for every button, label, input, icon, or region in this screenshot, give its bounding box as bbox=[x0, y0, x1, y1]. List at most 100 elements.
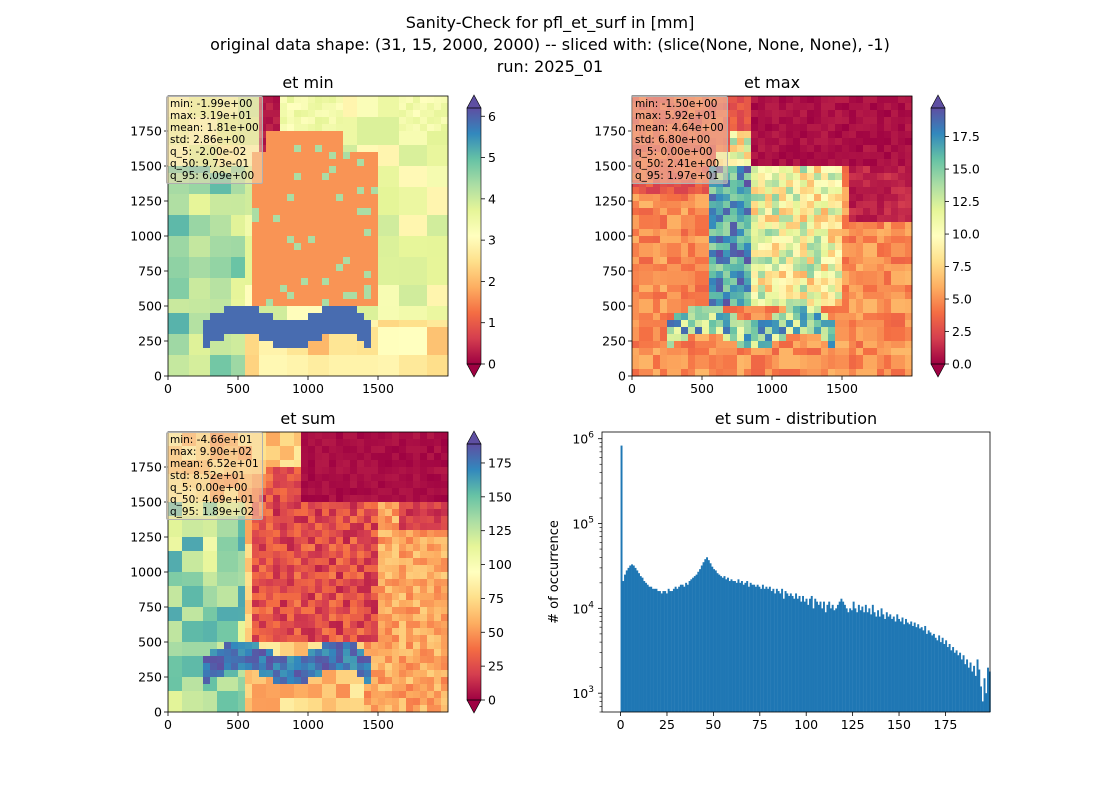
heatmap-cell bbox=[385, 152, 393, 160]
heatmap-cell bbox=[371, 187, 379, 195]
heatmap-cell bbox=[406, 474, 414, 482]
heatmap-cell bbox=[427, 453, 435, 461]
heatmap-cell bbox=[905, 313, 913, 321]
heatmap-cell bbox=[884, 334, 892, 342]
heatmap-cell bbox=[322, 131, 330, 139]
heatmap-cell bbox=[280, 614, 288, 622]
heatmap-cell bbox=[786, 334, 794, 342]
heatmap-cell bbox=[308, 103, 316, 111]
heatmap-cell bbox=[259, 194, 267, 202]
heatmap-cell bbox=[322, 656, 330, 664]
heatmap-cell bbox=[287, 607, 295, 615]
heatmap-cell bbox=[371, 572, 379, 580]
histogram-bar bbox=[624, 574, 626, 712]
heatmap-cell bbox=[392, 495, 400, 503]
heatmap-cell bbox=[210, 621, 218, 629]
heatmap-cell bbox=[273, 271, 281, 279]
heatmap-cell bbox=[210, 698, 218, 706]
heatmap-cell bbox=[905, 341, 913, 349]
heatmap-cell bbox=[427, 257, 435, 265]
heatmap-cell bbox=[441, 236, 449, 244]
heatmap-cell bbox=[224, 614, 232, 622]
heatmap-cell bbox=[238, 558, 246, 566]
heatmap-cell bbox=[406, 530, 414, 538]
heatmap-cell bbox=[406, 355, 414, 363]
heatmap-cell bbox=[898, 131, 906, 139]
heatmap-cell bbox=[772, 348, 780, 356]
heatmap-cell bbox=[898, 229, 906, 237]
heatmap-cell bbox=[378, 663, 386, 671]
colorbar-extend-max bbox=[466, 430, 482, 445]
heatmap-cell bbox=[786, 355, 794, 363]
heatmap-cell bbox=[252, 551, 260, 559]
heatmap-cell bbox=[385, 243, 393, 251]
heatmap-cell bbox=[441, 201, 449, 209]
heatmap-cell bbox=[280, 222, 288, 230]
heatmap-cell bbox=[315, 572, 323, 580]
colorbar-tick-label: 12.5 bbox=[952, 194, 980, 209]
heatmap-cell bbox=[779, 369, 787, 377]
heatmap-cell bbox=[294, 502, 302, 510]
heatmap-cell bbox=[280, 208, 288, 216]
heatmap-cell bbox=[266, 614, 274, 622]
heatmap-cell bbox=[863, 215, 871, 223]
heatmap-cell bbox=[273, 670, 281, 678]
heatmap-cell bbox=[385, 481, 393, 489]
heatmap-cell bbox=[884, 187, 892, 195]
heatmap-cell bbox=[891, 348, 899, 356]
heatmap-cell bbox=[294, 691, 302, 699]
heatmap-cell bbox=[196, 229, 204, 237]
heatmap-cell bbox=[273, 159, 281, 167]
heatmap-cell bbox=[203, 320, 211, 328]
heatmap-cell bbox=[793, 208, 801, 216]
heatmap-cell bbox=[301, 187, 309, 195]
heatmap-cell bbox=[716, 271, 724, 279]
heatmap-cell bbox=[730, 222, 738, 230]
heatmap-cell bbox=[238, 215, 246, 223]
heatmap-cell bbox=[779, 103, 787, 111]
heatmap-cell bbox=[758, 173, 766, 181]
heatmap-cell bbox=[392, 124, 400, 132]
heatmap-cell bbox=[308, 131, 316, 139]
heatmap-cell bbox=[329, 180, 337, 188]
heatmap-cell bbox=[322, 628, 330, 636]
heatmap-cell bbox=[378, 607, 386, 615]
heatmap-cell bbox=[406, 117, 414, 125]
heatmap-cell bbox=[210, 208, 218, 216]
heatmap-cell bbox=[280, 488, 288, 496]
figure-title-line-3: run: 2025_01 bbox=[496, 57, 604, 76]
heatmap-cell bbox=[800, 117, 808, 125]
heatmap-cell bbox=[863, 299, 871, 307]
heatmap-cell bbox=[441, 173, 449, 181]
heatmap-cell bbox=[849, 306, 857, 314]
heatmap-cell bbox=[175, 600, 183, 608]
heatmap-cell bbox=[695, 362, 703, 370]
heatmap-cell bbox=[709, 327, 717, 335]
heatmap-cell bbox=[688, 285, 696, 293]
heatmap-cell bbox=[730, 131, 738, 139]
heatmap-cell bbox=[849, 96, 857, 104]
heatmap-cell bbox=[434, 628, 442, 636]
heatmap-cell bbox=[413, 705, 421, 713]
heatmap-cell bbox=[287, 313, 295, 321]
heatmap-cell bbox=[674, 306, 682, 314]
heatmap-cell bbox=[877, 278, 885, 286]
heatmap-cell bbox=[427, 607, 435, 615]
heatmap-cell bbox=[350, 131, 358, 139]
heatmap-cell bbox=[329, 614, 337, 622]
heatmap-cell bbox=[364, 264, 372, 272]
heatmap-cell bbox=[420, 222, 428, 230]
heatmap-cell bbox=[217, 642, 225, 650]
heatmap-cell bbox=[364, 236, 372, 244]
heatmap-cell bbox=[280, 124, 288, 132]
heatmap-cell bbox=[189, 635, 197, 643]
heatmap-cell bbox=[280, 187, 288, 195]
y-tick-label: 0 bbox=[154, 705, 162, 720]
heatmap-cell bbox=[751, 355, 759, 363]
heatmap-cell bbox=[856, 96, 864, 104]
heatmap-cell bbox=[877, 334, 885, 342]
heatmap-cell bbox=[667, 362, 675, 370]
heatmap-cell bbox=[413, 187, 421, 195]
heatmap-cell bbox=[343, 208, 351, 216]
heatmap-cell bbox=[287, 292, 295, 300]
